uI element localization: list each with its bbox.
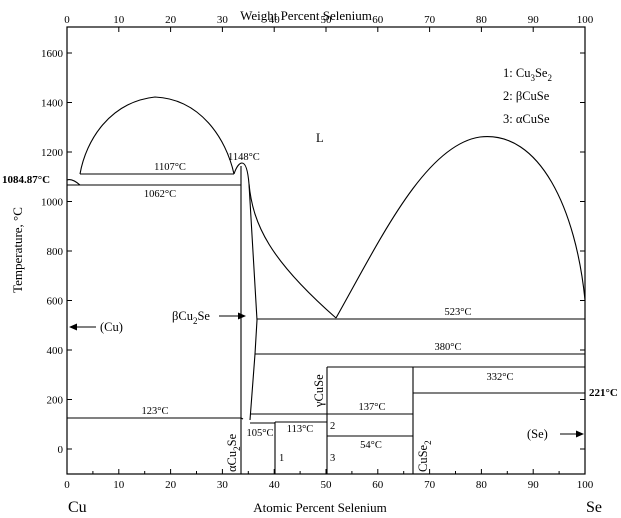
- gamma-cuse-label: γCuSe: [312, 374, 326, 408]
- cu-liquidus-start: [66, 179, 81, 186]
- field-label-1: 1: [279, 453, 284, 464]
- top-tick-label: 0: [64, 14, 70, 26]
- beta-cu2se-label: βCu2Se: [172, 309, 210, 326]
- left-miscibility-dome: [79, 96, 235, 175]
- bottom-tick-label: 90: [528, 479, 540, 491]
- y-tick-label: 1000: [41, 197, 64, 209]
- top-axis-ticks: 0 10 20 30 40 50 60 70 80 90 100: [64, 14, 594, 32]
- se-solid-label: (Se): [527, 427, 548, 441]
- bottom-tick-label: 30: [217, 479, 229, 491]
- y-tick-label: 600: [47, 296, 64, 308]
- legend: 1: Cu3Se2 2: βCuSe 3: αCuSe: [503, 66, 552, 126]
- top-tick-label: 40: [269, 14, 281, 26]
- field-label-2: 2: [330, 421, 335, 432]
- top-tick-label: 90: [528, 14, 540, 26]
- isotherm-1062-label: 1062°C: [144, 189, 176, 200]
- right-miscibility-gap: [335, 136, 586, 319]
- top-axis-title: Weight Percent Selenium: [240, 8, 372, 23]
- y-axis-ticks: 0 200 400 600 800 1000 1200 1400 1600: [41, 48, 585, 456]
- legend-item-2: 2: βCuSe: [503, 89, 550, 103]
- top-tick-label: 50: [321, 14, 333, 26]
- cu-solid-label: (Cu): [100, 320, 123, 334]
- top-tick-label: 80: [476, 14, 488, 26]
- isotherm-54-label: 54°C: [360, 440, 382, 451]
- y-tick-label: 800: [47, 246, 64, 258]
- bottom-axis-ticks: 0 10 20 30 40 50 60 70 80 90 100: [64, 469, 594, 491]
- top-tick-label: 10: [113, 14, 125, 26]
- isotherm-523-label: 523°C: [445, 307, 472, 318]
- bottom-tick-label: 80: [476, 479, 488, 491]
- isotherm-123-label: 123°C: [142, 406, 169, 417]
- liquidus-to-monotectic: [248, 183, 337, 319]
- bottom-tick-label: 100: [577, 479, 594, 491]
- top-tick-label: 100: [577, 14, 594, 26]
- y-tick-label: 0: [58, 444, 64, 456]
- top-tick-label: 20: [165, 14, 177, 26]
- isotherm-lines: [67, 173, 585, 437]
- se-melting-point-label: 221°C: [589, 387, 618, 399]
- y-tick-label: 1600: [41, 48, 64, 60]
- y-tick-label: 1400: [41, 98, 64, 110]
- isotherm-1107-label: 1107°C: [154, 162, 186, 173]
- liquid-label: L: [316, 131, 324, 145]
- right-element-label: Se: [586, 499, 602, 516]
- isotherm-105-label: 105°C: [247, 428, 274, 439]
- beta-cu2se-right-boundary: [248, 183, 258, 421]
- isotherm-137-label: 137°C: [359, 402, 386, 413]
- bottom-axis-title: Atomic Percent Selenium: [253, 500, 387, 515]
- top-tick-label: 60: [372, 14, 384, 26]
- isotherm-1148-label: 1148°C: [228, 152, 260, 163]
- top-tick-label: 70: [424, 14, 436, 26]
- top-tick-label: 30: [217, 14, 229, 26]
- bottom-tick-label: 40: [269, 479, 281, 491]
- legend-item-1: 1: Cu3Se2: [503, 66, 552, 83]
- alpha-cu2se-label: αCu2Se: [225, 433, 242, 472]
- cuse2-label: CuSe2: [416, 440, 433, 472]
- bottom-tick-label: 20: [165, 479, 177, 491]
- bottom-tick-label: 50: [321, 479, 333, 491]
- phase-boundaries: [66, 96, 586, 474]
- isotherm-380-label: 380°C: [435, 342, 462, 353]
- bottom-tick-label: 70: [424, 479, 436, 491]
- legend-item-3: 3: αCuSe: [503, 112, 550, 126]
- bottom-tick-label: 10: [113, 479, 125, 491]
- isotherm-113-label: 113°C: [287, 424, 314, 435]
- y-tick-label: 200: [47, 395, 64, 407]
- cu2se-liquidus-peak: [233, 162, 250, 185]
- y-tick-label: 400: [47, 345, 64, 357]
- isotherm-332-label: 332°C: [487, 372, 514, 383]
- y-tick-label: 1200: [41, 147, 64, 159]
- cu-melting-point-label: 1084.87°C: [2, 174, 50, 186]
- bottom-tick-label: 60: [372, 479, 384, 491]
- bottom-tick-label: 0: [64, 479, 70, 491]
- left-element-label: Cu: [68, 499, 87, 516]
- y-axis-title: Temperature, °C: [10, 207, 25, 293]
- field-label-3: 3: [330, 453, 335, 464]
